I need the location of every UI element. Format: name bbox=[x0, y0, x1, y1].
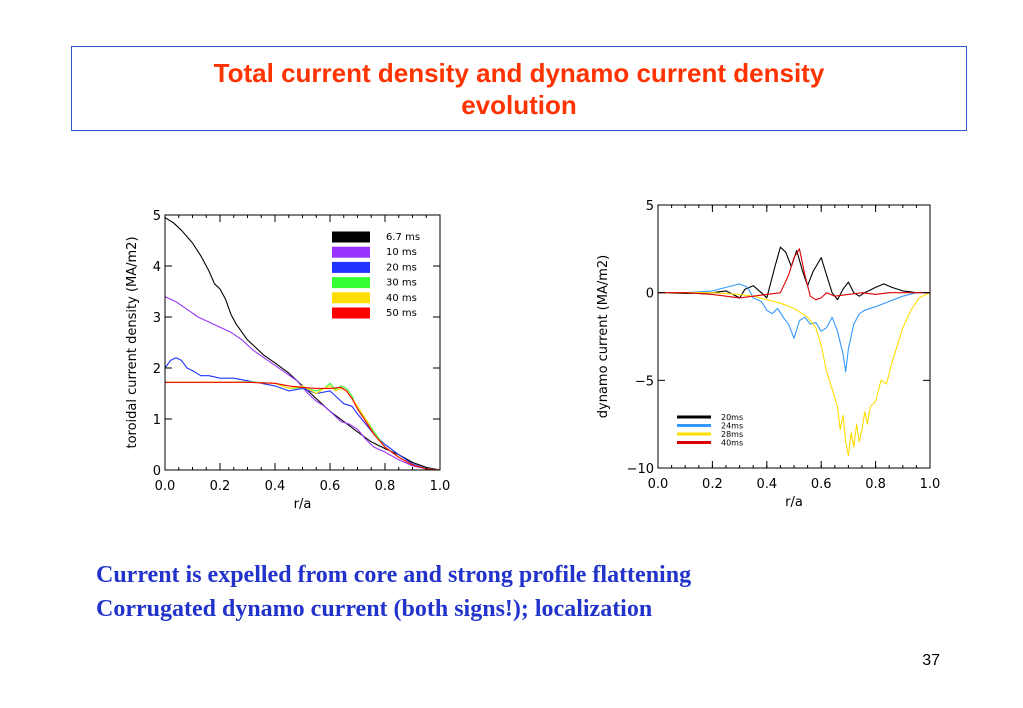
y-axis-label: toroidal current density (MA/m2) bbox=[125, 236, 140, 448]
x-tick-label: 0.0 bbox=[648, 477, 669, 492]
x-tick-label: 0.6 bbox=[320, 479, 341, 494]
slide-title-line-2: evolution bbox=[461, 89, 577, 120]
x-tick-label: 0.6 bbox=[811, 477, 832, 492]
x-tick-label: 0.8 bbox=[375, 479, 396, 494]
x-tick-label: 1.0 bbox=[430, 479, 451, 494]
y-tick-label: 5 bbox=[646, 199, 654, 214]
x-tick-label: 0.2 bbox=[702, 477, 723, 492]
legend-label: 24ms bbox=[721, 422, 743, 431]
dynamo-current-chart: 0.0 0.2 0.4 0.6 0.8 1.0 −10 −5 0 5 r/a dynamo curre… bbox=[596, 199, 941, 510]
y-tick-label: 1 bbox=[153, 413, 161, 428]
series-line-28ms bbox=[658, 292, 931, 457]
x-tick-label: 0.4 bbox=[756, 477, 777, 492]
y-tick-label: 5 bbox=[153, 209, 161, 224]
legend-label: 6.7 ms bbox=[386, 232, 420, 243]
series-line-24ms bbox=[658, 283, 930, 373]
y-tick-label: 3 bbox=[153, 311, 161, 326]
x-axis-label: r/a bbox=[785, 495, 803, 510]
legend-label: 20 ms bbox=[386, 262, 417, 273]
legend-swatch bbox=[332, 231, 370, 243]
legend-label: 50 ms bbox=[386, 308, 417, 319]
series-lines bbox=[657, 246, 931, 457]
y-axis: 0 1 2 3 4 5 bbox=[153, 209, 440, 479]
legend-label: 30 ms bbox=[386, 278, 417, 289]
y-axis: −10 −5 0 5 bbox=[627, 199, 930, 477]
y-tick-label: 0 bbox=[646, 287, 654, 302]
series-line-50-ms bbox=[165, 381, 441, 471]
series-line-20-ms bbox=[164, 357, 441, 471]
legend-swatch bbox=[332, 307, 370, 319]
x-tick-label: 0.0 bbox=[155, 479, 176, 494]
y-tick-label: 0 bbox=[153, 464, 161, 479]
series-line-20ms bbox=[657, 246, 930, 301]
legend-label: 40 ms bbox=[386, 293, 417, 304]
slide-title-box: Total current density and dynamo current… bbox=[71, 46, 967, 131]
x-tick-label: 0.4 bbox=[265, 479, 286, 494]
series-line-6.7-ms bbox=[164, 217, 441, 471]
x-tick-label: 0.8 bbox=[865, 477, 886, 492]
x-axis-label: r/a bbox=[294, 497, 312, 512]
legend: 6.7 ms 10 ms 20 ms 30 ms 40 ms 50 ms bbox=[332, 231, 420, 319]
legend-swatch bbox=[332, 246, 370, 258]
series-lines bbox=[164, 217, 441, 471]
x-tick-label: 0.2 bbox=[210, 479, 231, 494]
x-axis: 0.0 0.2 0.4 0.6 0.8 1.0 bbox=[648, 205, 941, 492]
caption: Current is expelled from core and strong… bbox=[96, 558, 691, 626]
legend-swatch bbox=[332, 292, 370, 304]
slide-title-line-1: Total current density and dynamo current… bbox=[213, 57, 825, 88]
y-tick-label: 2 bbox=[153, 362, 161, 377]
caption-line-2: Corrugated dynamo current (both signs!);… bbox=[96, 596, 653, 622]
series-line-40ms bbox=[658, 248, 930, 301]
legend-label: 40ms bbox=[721, 439, 743, 448]
y-tick-label: −5 bbox=[635, 374, 654, 389]
y-tick-label: −10 bbox=[627, 462, 654, 477]
caption-line-1: Current is expelled from core and strong… bbox=[96, 562, 692, 588]
legend-swatch bbox=[332, 261, 370, 273]
legend-label: 20ms bbox=[721, 413, 743, 422]
legend-swatch bbox=[332, 277, 370, 289]
toroidal-current-chart: 0.0 0.2 0.4 0.6 0.8 1.0 0 1 2 3 4 5 r/a toroidal curr… bbox=[125, 209, 451, 512]
page-number: 37 bbox=[922, 652, 940, 669]
x-axis: 0.0 0.2 0.4 0.6 0.8 1.0 bbox=[155, 215, 451, 494]
legend-label: 28ms bbox=[721, 430, 743, 439]
legend-label: 10 ms bbox=[386, 247, 417, 258]
y-axis-label: dynamo current (MA/m2) bbox=[596, 255, 611, 419]
x-tick-label: 1.0 bbox=[920, 477, 941, 492]
series-line-10-ms bbox=[164, 296, 441, 471]
y-tick-label: 4 bbox=[153, 260, 161, 275]
